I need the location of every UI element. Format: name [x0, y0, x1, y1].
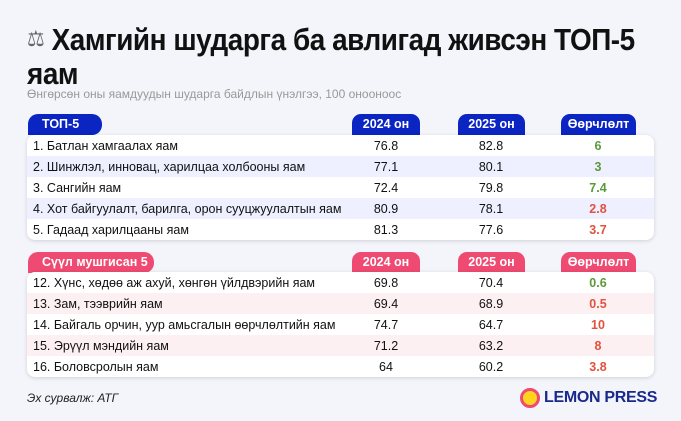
ministry-name: 13. Зам, тээврийн яам	[33, 296, 163, 311]
value-2025: 82.8	[478, 138, 504, 153]
value-2024: 76.8	[373, 138, 399, 153]
ministry-name: 5. Гадаад харилцааны яам	[33, 222, 189, 237]
ministry-name: 14. Байгаль орчин, уур амьсгалын өөрчлөл…	[33, 317, 336, 332]
value-2025: 79.8	[478, 180, 504, 195]
ministry-name: 16. Боловсролын яам	[33, 359, 159, 374]
ministry-name: 4. Хот байгуулалт, барилга, орон сууцжуу…	[33, 201, 342, 216]
table-row: 4. Хот байгуулалт, барилга, орон сууцжуу…	[27, 198, 654, 219]
value-2025: 64.7	[478, 317, 504, 332]
value-2024: 71.2	[373, 338, 399, 353]
table-row: 2. Шинжлэл, инновац, харилцаа холбооны я…	[27, 156, 654, 177]
value-2024: 72.4	[373, 180, 399, 195]
ministry-name: 12. Хүнс, хөдөө аж ахуй, хөнгөн үйлдвэри…	[33, 275, 316, 290]
table-row: 5. Гадаад харилцааны яам 81.3 77.6 3.7	[27, 219, 654, 240]
value-2024: 69.8	[373, 275, 399, 290]
change-value: 7.4	[589, 180, 607, 195]
table-row: 12. Хүнс, хөдөө аж ахуй, хөнгөн үйлдвэри…	[27, 272, 654, 293]
value-2025: 60.2	[478, 359, 504, 374]
table-row: 13. Зам, тээврийн яам 69.4 68.9 0.5	[27, 293, 654, 314]
value-2024: 69.4	[373, 296, 399, 311]
table-row: 15. Эрүүл мэндийн яам 71.2 63.2 8	[27, 335, 654, 356]
change-value: 6	[594, 138, 602, 153]
bottom-col-2024: 2024 он	[352, 252, 420, 273]
lemon-icon	[520, 388, 540, 408]
change-value: 3.8	[589, 359, 607, 374]
logo-text: LEMON PRESS	[544, 389, 658, 406]
ministry-name: 2. Шинжлэл, инновац, харилцаа холбооны я…	[33, 159, 306, 174]
table-row: 14. Байгаль орчин, уур амьсгалын өөрчлөл…	[27, 314, 654, 335]
top-col-change: Өөрчлөлт	[561, 114, 636, 135]
value-2024: 77.1	[373, 159, 399, 174]
subtitle: Өнгөрсөн оны яамдуудын шударга байдлын ү…	[27, 87, 402, 101]
bottom-col-2025: 2025 он	[458, 252, 525, 273]
value-2025: 80.1	[478, 159, 504, 174]
value-2024: 81.3	[373, 222, 399, 237]
ministry-name: 15. Эрүүл мэндийн яам	[33, 338, 169, 353]
top5-table: 1. Батлан хамгаалах яам 76.8 82.8 6 2. Шинжл…	[27, 135, 654, 240]
top-col-2025: 2025 он	[458, 114, 525, 135]
change-value: 0.5	[589, 296, 607, 311]
change-value: 3.7	[589, 222, 607, 237]
value-2024: 64	[379, 359, 393, 374]
value-2025: 77.6	[478, 222, 504, 237]
page-title: ⚖ Хамгийн шударга ба авлигад живсэн ТОП-…	[27, 22, 657, 91]
value-2024: 74.7	[373, 317, 399, 332]
value-2025: 68.9	[478, 296, 504, 311]
value-2025: 70.4	[478, 275, 504, 290]
bottom5-label: Сүүл мушгисан 5	[28, 252, 154, 273]
top-col-2024: 2024 он	[352, 114, 420, 135]
table-row: 16. Боловсролын яам 64 60.2 3.8	[27, 356, 654, 377]
change-value: 10	[591, 317, 605, 332]
change-value: 8	[594, 338, 602, 353]
title-text: Хамгийн шударга ба авлигад живсэн ТОП-5 …	[27, 22, 635, 91]
logo: LEMON PRESS	[520, 388, 657, 408]
top5-label: ТОП-5	[28, 114, 102, 135]
table-row: 1. Батлан хамгаалах яам 76.8 82.8 6	[27, 135, 654, 156]
bottom-col-change: Өөрчлөлт	[561, 252, 636, 273]
scales-icon: ⚖	[27, 26, 45, 51]
table-row: 3. Сангийн яам 72.4 79.8 7.4	[27, 177, 654, 198]
bottom5-table: 12. Хүнс, хөдөө аж ахуй, хөнгөн үйлдвэри…	[27, 272, 654, 377]
value-2025: 78.1	[478, 201, 504, 216]
change-value: 0.6	[589, 275, 607, 290]
change-value: 3	[594, 159, 602, 174]
ministry-name: 3. Сангийн яам	[33, 180, 122, 195]
source-note: Эх сурвалж: АТГ	[27, 391, 119, 405]
value-2024: 80.9	[373, 201, 399, 216]
change-value: 2.8	[589, 201, 607, 216]
ministry-name: 1. Батлан хамгаалах яам	[33, 138, 178, 153]
value-2025: 63.2	[478, 338, 504, 353]
